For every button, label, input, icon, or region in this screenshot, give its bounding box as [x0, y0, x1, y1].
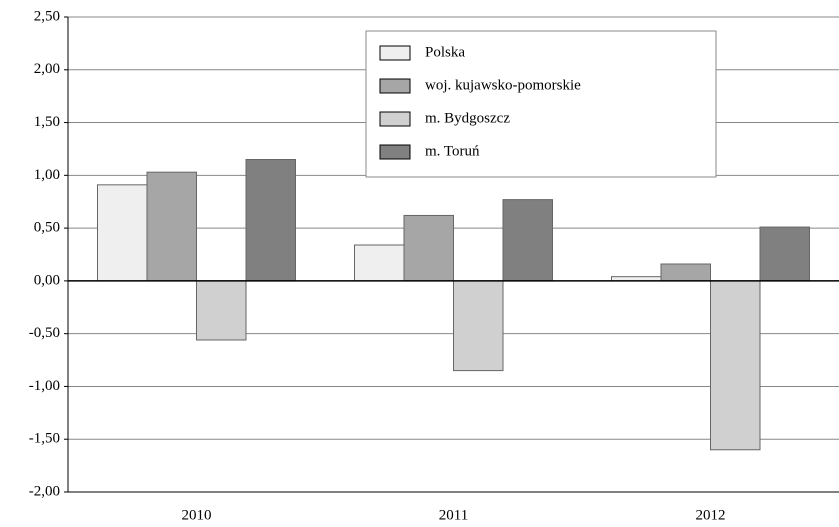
x-tick-label: 2012 [696, 507, 726, 523]
bar [245, 159, 296, 282]
bar [453, 280, 504, 372]
legend-swatch [379, 144, 411, 160]
x-tick-label: 2010 [182, 507, 212, 523]
y-tick-label: 1,00 [34, 167, 60, 183]
bar [146, 171, 197, 282]
y-tick-label: 0,00 [34, 272, 60, 288]
y-tick-label: -0,50 [29, 325, 60, 341]
legend-swatch [379, 45, 411, 61]
bar [710, 280, 761, 451]
bar [660, 263, 711, 282]
y-tick-label: -1,00 [29, 378, 60, 394]
x-tick-label: 2011 [439, 507, 468, 523]
y-tick-label: -1,50 [29, 431, 60, 447]
bar [403, 214, 454, 282]
legend-label: m. Bydgoszcz [425, 110, 510, 126]
legend-swatch [379, 111, 411, 127]
bar [759, 226, 810, 282]
legend-label: m. Toruń [425, 143, 480, 159]
legend-box [365, 30, 717, 178]
y-tick-label: 1,50 [34, 114, 60, 130]
legend-label: Polska [425, 44, 465, 60]
y-tick-label: 0,50 [34, 220, 60, 236]
bar [97, 184, 148, 282]
legend-swatch [379, 78, 411, 94]
bar [196, 280, 247, 341]
y-tick-label: 2,00 [34, 61, 60, 77]
legend-label: woj. kujawsko-pomorskie [425, 77, 581, 93]
bar [354, 244, 405, 282]
y-tick-label: 2,50 [34, 8, 60, 24]
bar [502, 199, 553, 282]
y-tick-label: -2,00 [29, 483, 60, 499]
